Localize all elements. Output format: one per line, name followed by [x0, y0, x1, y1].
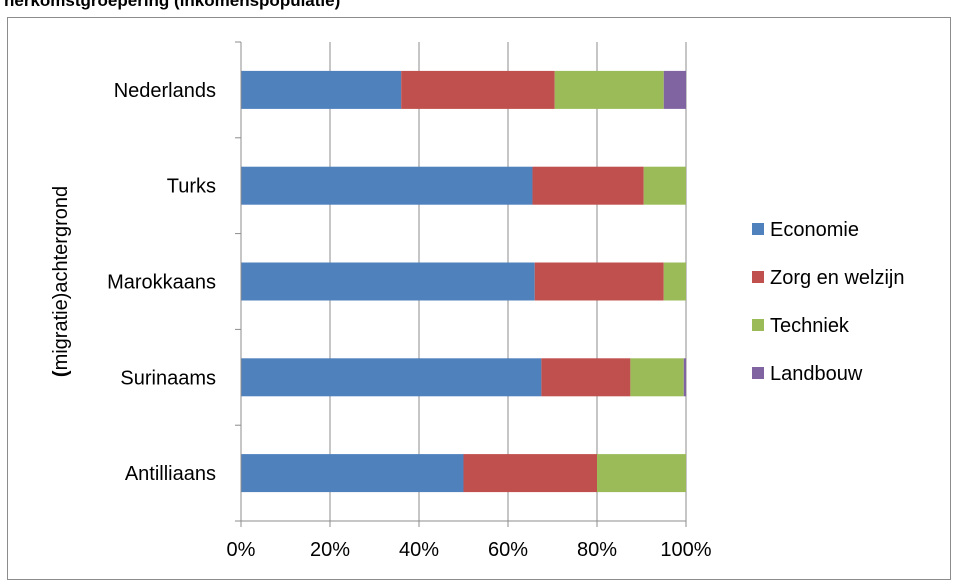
bar-segment: [463, 454, 597, 493]
bar-segment: [534, 262, 664, 301]
y-category-label: Antilliaans: [125, 463, 216, 485]
axes: 0% 20% 40% 60% 80% 100% Nederlands Turks Marokka…: [107, 41, 712, 561]
y-category-label: Marokkaans: [107, 272, 216, 294]
legend-label: Techniek: [770, 315, 850, 337]
legend-swatch: [752, 367, 764, 379]
bar-segment: [554, 70, 664, 109]
y-axis-title-paren: (: [50, 370, 72, 377]
x-tick-label: 0%: [227, 539, 256, 561]
y-category-label: Surinaams: [120, 367, 216, 389]
y-category-label: Turks: [167, 176, 216, 198]
bar-segment: [401, 70, 555, 109]
bar-segment: [241, 262, 535, 301]
page-title: herkomstgroepering (inkomenspopulatie): [4, 0, 341, 10]
bar-segment: [663, 262, 686, 301]
y-axis-title: (migratie)achtergrond: [50, 186, 72, 377]
bar-segment: [541, 358, 631, 397]
bar-segment: [532, 166, 644, 205]
legend-swatch: [752, 223, 764, 235]
bar-segment: [241, 454, 464, 493]
legend-label: Zorg en welzijn: [770, 267, 905, 289]
legend-label: Landbouw: [770, 363, 863, 385]
x-tick-label: 20%: [310, 539, 350, 561]
legend-label: Economie: [770, 219, 859, 241]
bar-segment: [683, 358, 686, 397]
y-axis-title-text: (migratie)achtergrond: [50, 186, 72, 377]
chart-frame: [7, 17, 951, 580]
bar-segment: [241, 166, 533, 205]
legend-swatch: [752, 319, 764, 331]
x-tick-label: 100%: [660, 539, 711, 561]
bar-segment: [630, 358, 684, 397]
bar-segment: [663, 70, 686, 109]
bar-segment: [643, 166, 686, 205]
bars: [241, 70, 686, 493]
legend: Economie Zorg en welzijn Techniek Landbouw: [752, 219, 905, 385]
y-category-label: Nederlands: [114, 80, 216, 102]
bar-segment: [241, 358, 542, 397]
x-tick-label: 40%: [399, 539, 439, 561]
legend-swatch: [752, 271, 764, 283]
y-axis-title-rest: migratie)achtergrond: [50, 186, 72, 371]
x-tick-label: 60%: [488, 539, 528, 561]
bar-segment: [597, 454, 686, 493]
x-tick-label: 80%: [577, 539, 617, 561]
bar-segment: [241, 70, 402, 109]
